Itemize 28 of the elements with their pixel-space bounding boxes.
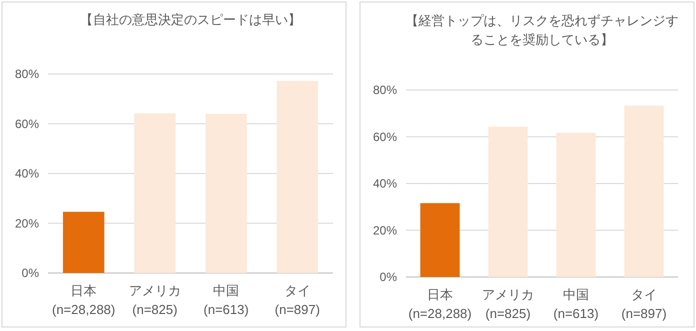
x-tick-label: 中国 (n=613) bbox=[553, 287, 599, 321]
x-tick-label: 中国 (n=613) bbox=[204, 283, 249, 317]
y-tick-label: 0% bbox=[22, 266, 40, 280]
bar bbox=[276, 80, 318, 273]
y-tick-label: 40% bbox=[372, 176, 398, 190]
bar bbox=[134, 113, 176, 273]
x-tick-label: タイ (n=897) bbox=[274, 283, 320, 317]
bar bbox=[556, 132, 596, 277]
bar bbox=[488, 126, 528, 277]
bar bbox=[420, 203, 460, 277]
y-tick-label: 60% bbox=[372, 130, 398, 144]
x-tick-label: アメリカ (n=825) bbox=[128, 283, 181, 317]
bar bbox=[62, 212, 104, 273]
x-tick-label: 日本 (n=28,288) bbox=[52, 283, 116, 317]
y-tick-label: 40% bbox=[14, 166, 40, 180]
y-tick-label: 20% bbox=[372, 223, 398, 238]
y-tick-label: 0% bbox=[380, 270, 398, 284]
bar bbox=[624, 106, 664, 277]
y-tick-label: 80% bbox=[14, 67, 40, 81]
x-tick-label: 日本 (n=28,288) bbox=[408, 287, 472, 321]
y-tick-label: 60% bbox=[14, 116, 40, 131]
chart-title: 【経営トップは、リスクを恐れずチャレンジすることを奨励している】 bbox=[404, 12, 680, 49]
x-tick-label: アメリカ (n=825) bbox=[482, 287, 534, 321]
x-tick-label: タイ (n=897) bbox=[621, 287, 667, 321]
y-tick-label: 80% bbox=[372, 83, 398, 97]
bar bbox=[205, 114, 247, 273]
chart-title: 【自社の意思決定のスピードは早い】 bbox=[79, 11, 302, 29]
y-tick-label: 20% bbox=[14, 216, 40, 230]
